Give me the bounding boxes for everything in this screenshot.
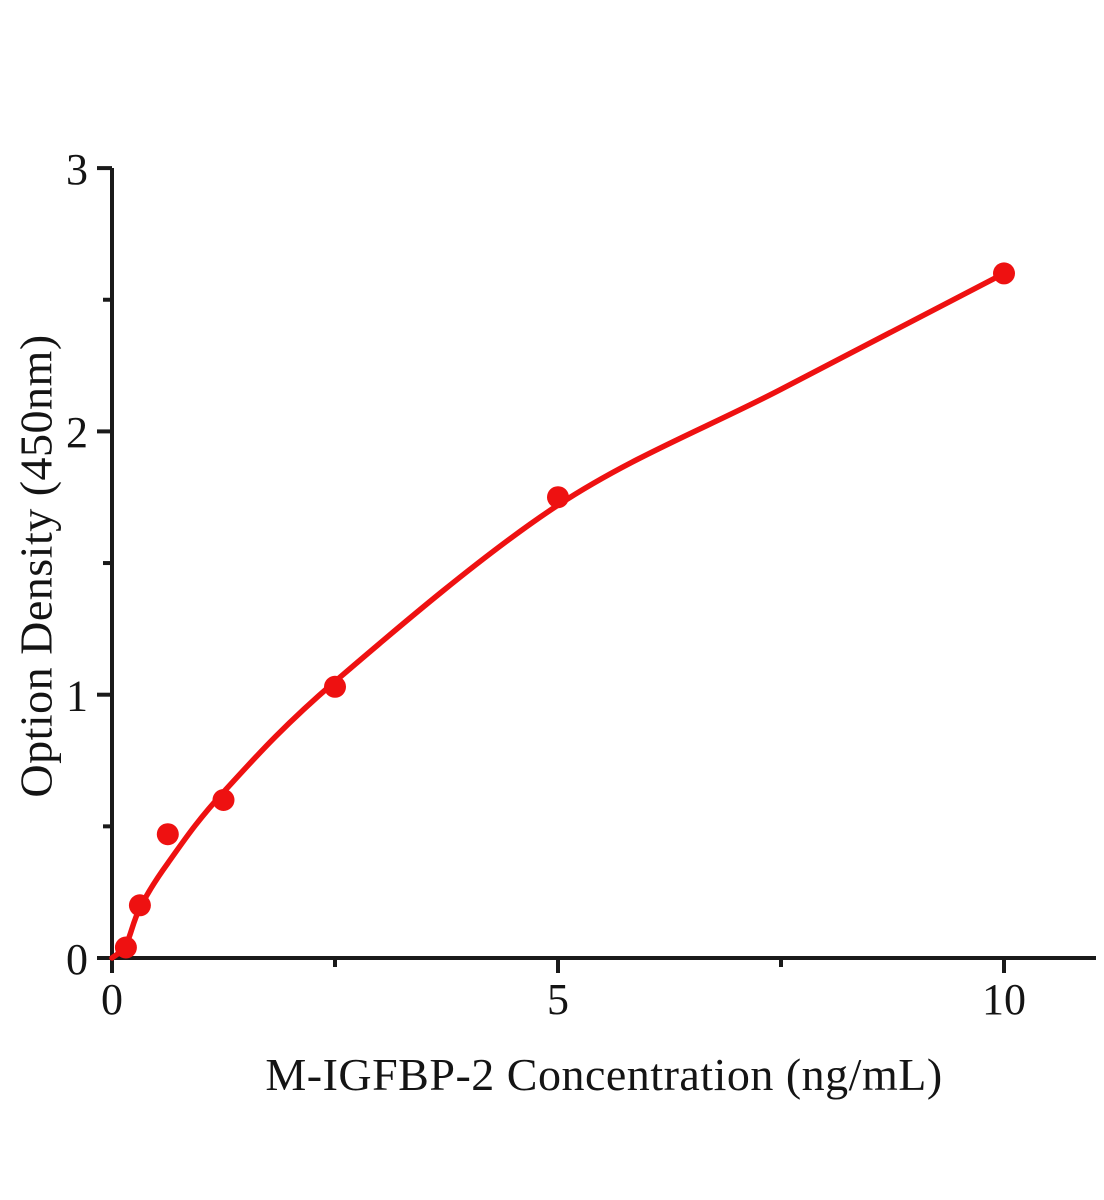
data-point — [212, 789, 235, 811]
y-tick-label: 0 — [66, 935, 88, 984]
data-point — [114, 936, 137, 959]
x-tick-label: 10 — [982, 975, 1026, 1024]
x-axis-title: M-IGFBP-2 Concentration (ng/mL) — [265, 1049, 943, 1100]
y-tick-label: 3 — [66, 145, 88, 194]
data-point — [993, 262, 1015, 285]
y-tick-label: 1 — [66, 672, 88, 721]
x-tick-label: 5 — [547, 975, 569, 1024]
data-point — [547, 486, 569, 509]
data-point — [324, 675, 346, 698]
data-point — [156, 823, 179, 846]
fitted-curve — [109, 270, 1007, 961]
y-tick-label: 2 — [66, 408, 88, 457]
y-axis-title: Option Density (450nm) — [10, 334, 62, 798]
data-point — [128, 894, 151, 917]
x-tick-label: 0 — [101, 975, 123, 1024]
